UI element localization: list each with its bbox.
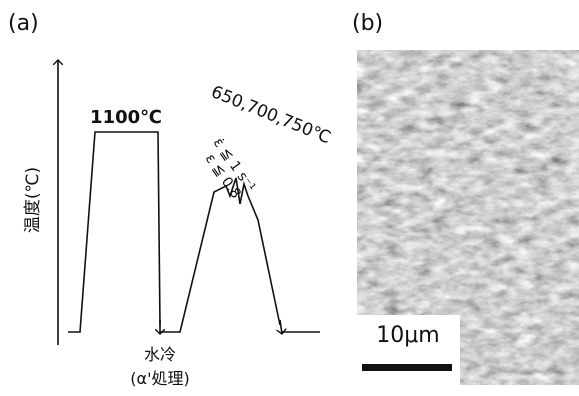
peak-temp-label: 1100℃ <box>90 107 162 128</box>
profile-deformation <box>160 178 280 332</box>
deform-temp-label: 650,700,750℃ <box>208 82 333 148</box>
scale-bar-label: 10μm <box>376 323 439 348</box>
panel-label: (a) <box>8 11 39 36</box>
y-axis-label: 温度(℃) <box>23 167 43 233</box>
arrow <box>280 320 282 334</box>
figure: (a) 温度(℃) 1100℃ 650,700,750℃ ε̇ ≦ 1 s⁻¹ … <box>0 0 579 396</box>
panel-label: (b) <box>352 11 383 36</box>
quench-note: (α'処理) <box>130 369 189 388</box>
scale-bar <box>362 364 452 371</box>
profile-heating <box>68 132 160 332</box>
quench-label: 水冷 <box>144 345 176 364</box>
